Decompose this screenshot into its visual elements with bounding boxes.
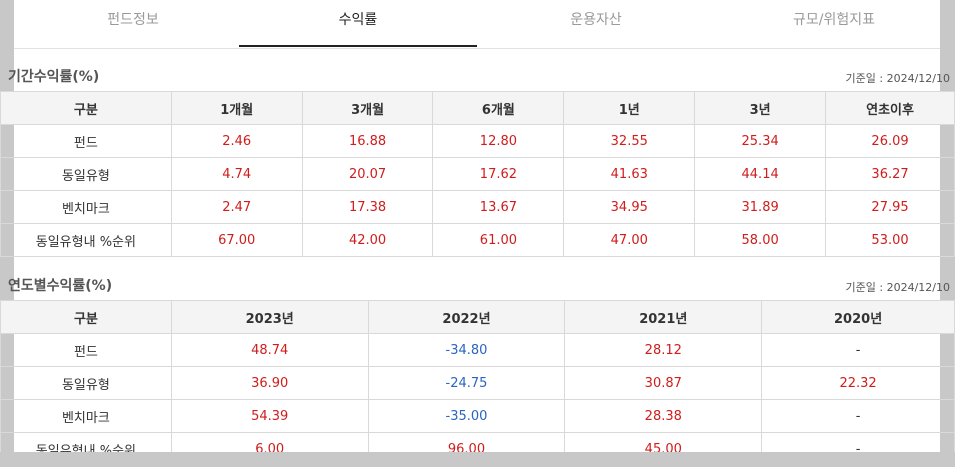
table-cell: - xyxy=(761,399,955,433)
table-row: 펀드 2.46 16.88 12.80 32.55 25.34 26.09 xyxy=(0,124,955,158)
row-label: 동일유형 xyxy=(0,157,172,191)
table-cell: 41.63 xyxy=(563,157,696,191)
table-header-row: 구분 2023년 2022년 2021년 2020년 xyxy=(0,300,955,334)
table-cell: -24.75 xyxy=(367,366,566,400)
tab-fund-info[interactable]: 펀드정보 xyxy=(107,12,159,28)
row-label: 펀드 xyxy=(0,333,172,367)
tab-returns[interactable]: 수익률 xyxy=(239,0,477,47)
yearly-returns-table: 구분 2023년 2022년 2021년 2020년 펀드 48.74 -34.… xyxy=(0,300,955,466)
yearly-returns-title: 연도별수익률(%) xyxy=(8,278,113,294)
table-cell: 16.88 xyxy=(301,124,434,158)
table-cell: 34.95 xyxy=(563,190,696,224)
table-row: 동일유형 36.90 -24.75 30.87 22.32 xyxy=(0,366,955,400)
column-header: 3년 xyxy=(694,91,827,125)
table-cell: 31.89 xyxy=(694,190,827,224)
table-cell: 47.00 xyxy=(563,223,696,257)
row-label: 벤치마크 xyxy=(0,190,172,224)
page-bottom-edge xyxy=(0,452,955,467)
column-header: 3개월 xyxy=(301,91,434,125)
table-row: 벤치마크 2.47 17.38 13.67 34.95 31.89 27.95 xyxy=(0,190,955,224)
table-cell: 53.00 xyxy=(825,223,955,257)
column-header: 구분 xyxy=(0,300,172,334)
column-header: 연초이후 xyxy=(825,91,955,125)
table-cell: -35.00 xyxy=(367,399,566,433)
table-cell: -34.80 xyxy=(367,333,566,367)
column-header: 2023년 xyxy=(170,300,369,334)
table-cell: 32.55 xyxy=(563,124,696,158)
table-cell: 61.00 xyxy=(432,223,565,257)
table-header-row: 구분 1개월 3개월 6개월 1년 3년 연초이후 xyxy=(0,91,955,125)
row-label: 펀드 xyxy=(0,124,172,158)
table-cell: 44.14 xyxy=(694,157,827,191)
table-cell: 2.46 xyxy=(170,124,303,158)
row-label: 벤치마크 xyxy=(0,399,172,433)
tab-size-risk[interactable]: 규모/위험지표 xyxy=(793,12,875,28)
column-header: 6개월 xyxy=(432,91,565,125)
table-cell: 36.90 xyxy=(170,366,369,400)
column-header: 2021년 xyxy=(564,300,763,334)
table-cell: 20.07 xyxy=(301,157,434,191)
period-base-date: 기준일 : 2024/12/10 xyxy=(845,72,950,85)
column-header: 2020년 xyxy=(761,300,955,334)
row-label: 동일유형내 %순위 xyxy=(0,223,172,257)
table-cell: 42.00 xyxy=(301,223,434,257)
table-cell: 27.95 xyxy=(825,190,955,224)
tab-managed-assets[interactable]: 운용자산 xyxy=(570,12,622,28)
table-cell: 22.32 xyxy=(761,366,955,400)
table-cell: 12.80 xyxy=(432,124,565,158)
row-label: 동일유형 xyxy=(0,366,172,400)
table-cell: 54.39 xyxy=(170,399,369,433)
table-row: 동일유형내 %순위 67.00 42.00 61.00 47.00 58.00 … xyxy=(0,223,955,257)
table-row: 펀드 48.74 -34.80 28.12 - xyxy=(0,333,955,367)
table-cell: 2.47 xyxy=(170,190,303,224)
table-cell: 48.74 xyxy=(170,333,369,367)
table-cell: - xyxy=(761,333,955,367)
tab-bar: 펀드정보 수익률 운용자산 규모/위험지표 xyxy=(14,0,940,49)
table-cell: 28.38 xyxy=(564,399,763,433)
table-cell: 36.27 xyxy=(825,157,955,191)
table-row: 벤치마크 54.39 -35.00 28.38 - xyxy=(0,399,955,433)
table-cell: 28.12 xyxy=(564,333,763,367)
table-cell: 26.09 xyxy=(825,124,955,158)
table-cell: 17.38 xyxy=(301,190,434,224)
period-returns-title: 기간수익률(%) xyxy=(8,69,100,85)
column-header: 1년 xyxy=(563,91,696,125)
table-cell: 67.00 xyxy=(170,223,303,257)
yearly-base-date: 기준일 : 2024/12/10 xyxy=(845,281,950,294)
column-header: 구분 xyxy=(0,91,172,125)
table-cell: 4.74 xyxy=(170,157,303,191)
table-cell: 17.62 xyxy=(432,157,565,191)
table-cell: 58.00 xyxy=(694,223,827,257)
table-row: 동일유형 4.74 20.07 17.62 41.63 44.14 36.27 xyxy=(0,157,955,191)
period-returns-table: 구분 1개월 3개월 6개월 1년 3년 연초이후 펀드 2.46 16.88 … xyxy=(0,91,955,257)
table-cell: 25.34 xyxy=(694,124,827,158)
table-cell: 30.87 xyxy=(564,366,763,400)
table-cell: 13.67 xyxy=(432,190,565,224)
column-header: 2022년 xyxy=(367,300,566,334)
column-header: 1개월 xyxy=(170,91,303,125)
